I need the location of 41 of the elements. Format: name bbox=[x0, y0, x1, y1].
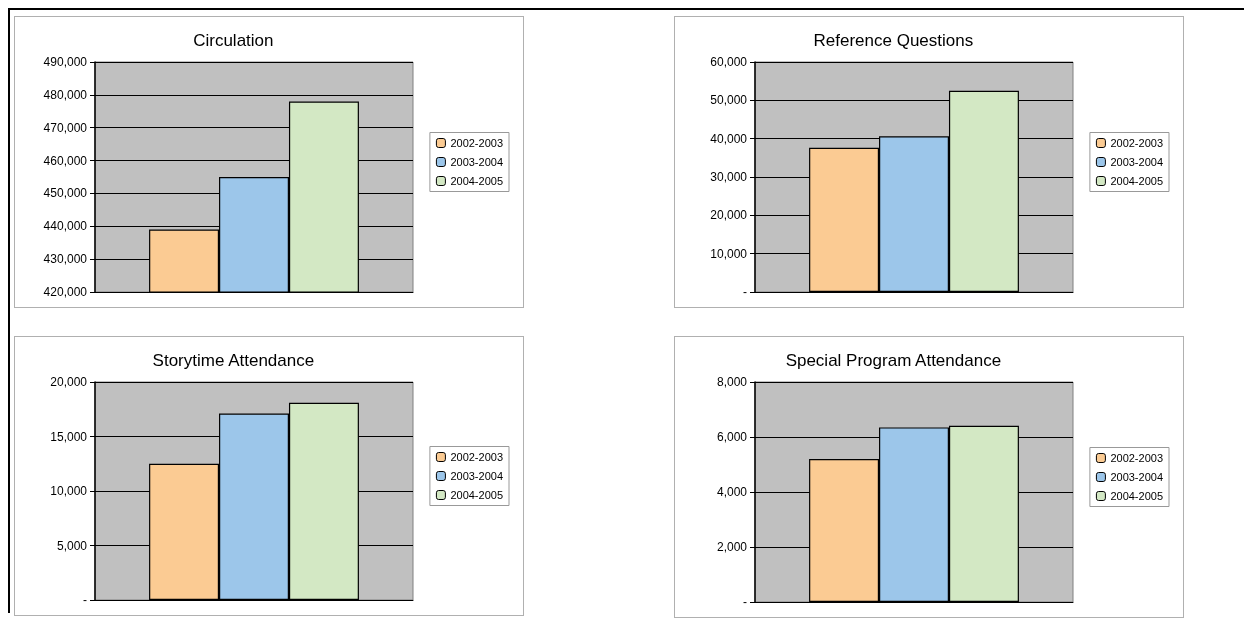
y-tick-label: 2,000 bbox=[716, 540, 748, 554]
y-tick-label: 490,000 bbox=[43, 55, 88, 69]
y-tick-label: - bbox=[743, 595, 747, 609]
y-tick-label: 60,000 bbox=[710, 55, 748, 69]
y-tick-label: - bbox=[83, 593, 87, 607]
y-tick-label: 8,000 bbox=[716, 375, 748, 389]
legend-label: 2004-2005 bbox=[1110, 175, 1163, 187]
y-tick-label: 420,000 bbox=[43, 285, 88, 299]
legend-label: 2002-2003 bbox=[1110, 452, 1163, 464]
y-tick-label: 20,000 bbox=[710, 208, 748, 223]
legend-label: 2004-2005 bbox=[450, 489, 503, 501]
y-tick-label: 30,000 bbox=[710, 170, 748, 184]
y-tick-label: 10,000 bbox=[710, 246, 748, 261]
y-tick-label: 470,000 bbox=[43, 120, 88, 135]
legend-label: 2002-2003 bbox=[1110, 137, 1163, 149]
chart-title: Circulation bbox=[193, 31, 274, 50]
chart-title: Storytime Attendance bbox=[152, 351, 315, 370]
y-tick-label: 6,000 bbox=[716, 430, 748, 444]
y-tick-label: 20,000 bbox=[50, 375, 88, 389]
legend-label: 2003-2004 bbox=[1110, 156, 1163, 168]
y-tick-label: 10,000 bbox=[50, 484, 88, 498]
y-tick-label: - bbox=[743, 285, 747, 299]
legend-label: 2004-2005 bbox=[450, 175, 503, 187]
y-tick-label: 480,000 bbox=[43, 87, 88, 102]
y-tick-label: 5,000 bbox=[56, 538, 88, 553]
legend-label: 2003-2004 bbox=[1110, 471, 1163, 483]
y-tick-label: 450,000 bbox=[43, 186, 88, 201]
chart-title: Reference Questions bbox=[813, 31, 974, 50]
legend-label: 2002-2003 bbox=[450, 451, 503, 463]
legend-label: 2003-2004 bbox=[450, 470, 503, 482]
legend-label: 2003-2004 bbox=[450, 156, 503, 168]
y-tick-label: 460,000 bbox=[43, 153, 88, 168]
y-tick-label: 430,000 bbox=[43, 252, 88, 267]
y-tick-label: 15,000 bbox=[50, 429, 88, 444]
y-tick-label: 40,000 bbox=[710, 131, 748, 146]
y-tick-label: 440,000 bbox=[43, 219, 88, 234]
legend-label: 2004-2005 bbox=[1110, 490, 1163, 502]
legend-label: 2002-2003 bbox=[450, 137, 503, 149]
y-tick-label: 50,000 bbox=[710, 93, 748, 108]
y-tick-label: 4,000 bbox=[716, 485, 748, 499]
chart-title: Special Program Attendance bbox=[785, 351, 1002, 370]
